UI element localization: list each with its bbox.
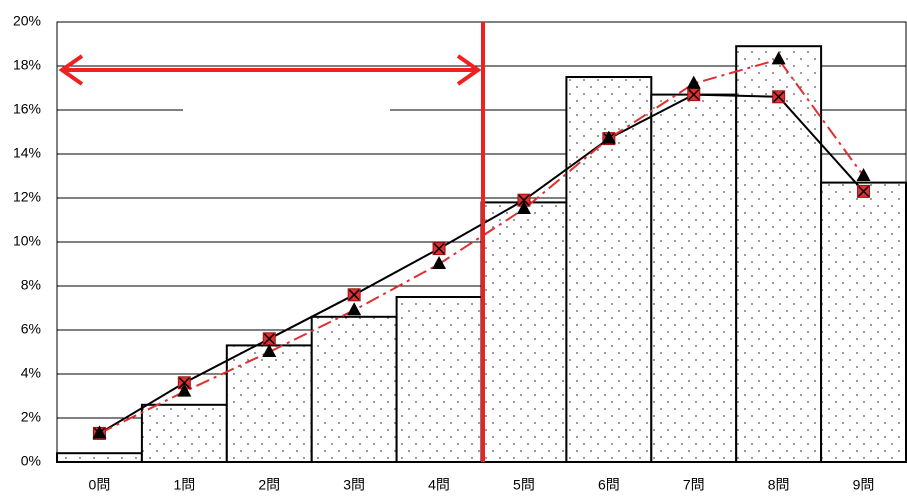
marker-cross bbox=[348, 289, 360, 301]
x-tick-label: 7問 bbox=[683, 477, 705, 493]
marker bbox=[347, 302, 362, 316]
marker bbox=[92, 425, 107, 439]
marker bbox=[856, 168, 871, 181]
y-tick-label: 14% bbox=[13, 145, 41, 161]
x-tick-label: 4問 bbox=[428, 477, 450, 493]
bar bbox=[735, 45, 823, 463]
y-tick-label: 8% bbox=[21, 277, 41, 293]
series-line bbox=[99, 58, 865, 435]
y-tick-label: 12% bbox=[13, 189, 41, 205]
range-arrow bbox=[58, 54, 482, 86]
marker-cross bbox=[773, 91, 785, 103]
marker bbox=[262, 332, 276, 346]
bar bbox=[820, 181, 907, 463]
bar bbox=[395, 296, 483, 463]
y-tick-label: 20% bbox=[13, 13, 41, 29]
marker-cross bbox=[518, 194, 530, 206]
x-tick-label: 1問 bbox=[173, 477, 195, 493]
marker bbox=[771, 51, 786, 65]
marker-cross bbox=[178, 377, 190, 389]
x-tick-label: 2問 bbox=[258, 477, 280, 493]
y-tick-label: 10% bbox=[13, 233, 41, 249]
bar bbox=[650, 93, 738, 463]
y-tick-label: 6% bbox=[21, 321, 41, 337]
y-tick-label: 18% bbox=[13, 57, 41, 73]
y-tick-label: 4% bbox=[21, 365, 41, 381]
bar bbox=[140, 403, 228, 463]
bar bbox=[310, 315, 398, 463]
marker bbox=[601, 130, 616, 144]
y-tick-label: 2% bbox=[21, 409, 41, 425]
x-tick-label: 0問 bbox=[89, 477, 111, 493]
bar bbox=[225, 344, 313, 463]
bar bbox=[56, 452, 143, 464]
marker bbox=[262, 344, 277, 357]
marker bbox=[857, 184, 871, 198]
y-tick-label: 16% bbox=[13, 101, 41, 117]
x-tick-label: 8問 bbox=[768, 477, 790, 493]
marker-cross bbox=[688, 89, 700, 101]
marker bbox=[177, 383, 192, 397]
marker bbox=[432, 256, 447, 269]
marker bbox=[432, 242, 446, 256]
marker-cross bbox=[263, 333, 275, 345]
blank-box bbox=[183, 100, 390, 116]
x-tick-label: 5問 bbox=[513, 477, 535, 493]
bar bbox=[480, 201, 568, 463]
marker bbox=[772, 90, 786, 104]
x-tick-label: 3問 bbox=[343, 477, 365, 493]
marker bbox=[516, 201, 531, 214]
marker bbox=[687, 88, 701, 102]
x-tick-label: 9問 bbox=[853, 477, 875, 493]
y-tick-label: 0% bbox=[21, 453, 41, 469]
marker bbox=[347, 288, 361, 302]
marker bbox=[686, 75, 701, 89]
bars bbox=[56, 45, 907, 464]
x-tick-label: 6問 bbox=[598, 477, 620, 493]
marker-cross bbox=[433, 243, 445, 255]
marker-cross bbox=[858, 185, 870, 197]
